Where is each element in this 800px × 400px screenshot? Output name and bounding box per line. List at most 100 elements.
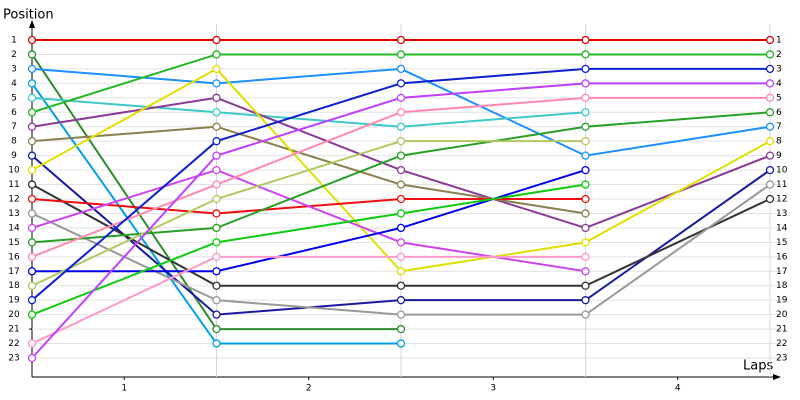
position-marker xyxy=(581,296,590,305)
position-marker xyxy=(212,267,221,276)
position-marker xyxy=(396,223,406,233)
y-tick-label-right: 15 xyxy=(776,238,787,248)
y-tick-label: 13 xyxy=(8,209,19,219)
position-marker xyxy=(27,108,37,117)
y-tick-label-right: 2 xyxy=(776,50,782,60)
x-axis-label: Laps xyxy=(743,359,773,374)
position-marker xyxy=(212,79,221,88)
position-marker xyxy=(396,165,406,175)
y-tick-label: 20 xyxy=(8,310,20,320)
position-marker xyxy=(765,64,775,74)
y-tick-label-right: 6 xyxy=(776,108,782,118)
position-marker xyxy=(581,281,590,290)
position-marker xyxy=(27,252,37,261)
position-marker xyxy=(27,165,37,175)
position-marker xyxy=(212,64,221,74)
position-marker xyxy=(765,194,775,204)
y-tick-label: 17 xyxy=(8,267,19,277)
position-line xyxy=(31,96,586,128)
position-marker xyxy=(396,151,406,160)
position-marker xyxy=(581,151,590,160)
position-marker xyxy=(396,35,406,45)
position-marker xyxy=(581,310,590,319)
y-tick-label-right: 16 xyxy=(776,252,788,262)
position-marker xyxy=(396,122,406,131)
position-marker xyxy=(765,93,775,102)
position-marker xyxy=(27,267,37,276)
position-marker xyxy=(27,281,37,290)
position-marker xyxy=(212,194,221,204)
position-marker xyxy=(396,209,406,218)
position-marker xyxy=(27,194,37,204)
y-tick-label: 16 xyxy=(8,252,20,262)
position-marker xyxy=(581,252,590,261)
position-marker xyxy=(212,108,221,117)
position-marker xyxy=(212,151,221,160)
position-marker xyxy=(396,310,406,319)
y-tick-label: 12 xyxy=(8,195,19,205)
y-tick-label-right: 18 xyxy=(776,281,788,291)
y-tick-label-right: 13 xyxy=(776,209,787,219)
position-marker xyxy=(765,180,775,189)
y-tick-label: 19 xyxy=(8,296,20,306)
y-tick-label-right: 12 xyxy=(776,195,787,205)
y-tick-label-right: 5 xyxy=(776,93,782,103)
position-marker xyxy=(212,281,221,290)
position-marker xyxy=(396,108,406,117)
position-marker xyxy=(27,64,37,74)
x-tick-label: 4 xyxy=(675,384,681,394)
position-marker xyxy=(212,165,221,175)
position-marker xyxy=(27,310,37,319)
position-marker xyxy=(212,93,221,102)
position-marker xyxy=(581,50,590,59)
position-marker xyxy=(396,339,406,348)
position-marker xyxy=(212,180,221,189)
position-marker xyxy=(396,296,406,305)
y-tick-label-right: 21 xyxy=(776,325,787,335)
position-marker xyxy=(765,35,775,45)
y-tick-label: 15 xyxy=(8,238,19,248)
y-tick-label-right: 8 xyxy=(776,137,782,147)
y-tick-label: 14 xyxy=(8,223,20,233)
position-marker xyxy=(396,79,406,88)
position-marker xyxy=(396,252,406,261)
y-axis-label: Position xyxy=(3,8,54,23)
y-tick-label-right: 9 xyxy=(776,151,782,161)
position-marker xyxy=(581,180,590,189)
position-marker xyxy=(396,50,406,59)
position-marker xyxy=(27,93,37,102)
position-line xyxy=(31,183,586,316)
position-marker xyxy=(396,267,406,276)
x-tick-label: 1 xyxy=(121,384,127,394)
position-marker xyxy=(765,79,775,88)
position-line xyxy=(31,140,586,287)
position-marker xyxy=(396,281,406,290)
y-tick-label: 7 xyxy=(11,122,17,132)
position-marker xyxy=(765,137,775,146)
position-marker xyxy=(396,238,406,247)
position-marker xyxy=(212,137,221,146)
y-tick-label: 18 xyxy=(8,281,20,291)
position-marker xyxy=(581,165,590,175)
position-marker xyxy=(212,324,221,334)
position-marker xyxy=(27,353,37,363)
y-tick-label: 5 xyxy=(11,93,17,103)
y-tick-label-right: 4 xyxy=(776,79,782,89)
position-marker xyxy=(396,137,406,146)
y-tick-label-right: 10 xyxy=(776,166,788,176)
position-marker xyxy=(27,296,37,305)
y-tick-label: 9 xyxy=(11,151,17,161)
position-marker xyxy=(581,79,590,88)
position-marker xyxy=(27,339,37,348)
position-marker xyxy=(212,252,221,261)
position-marker xyxy=(765,122,775,131)
position-marker xyxy=(212,238,221,247)
y-tick-label-right: 11 xyxy=(776,180,787,190)
position-marker xyxy=(765,151,775,160)
position-marker xyxy=(581,209,590,218)
position-marker xyxy=(27,122,37,131)
y-tick-label: 3 xyxy=(11,64,17,74)
position-marker xyxy=(581,238,590,247)
position-marker xyxy=(396,93,406,102)
